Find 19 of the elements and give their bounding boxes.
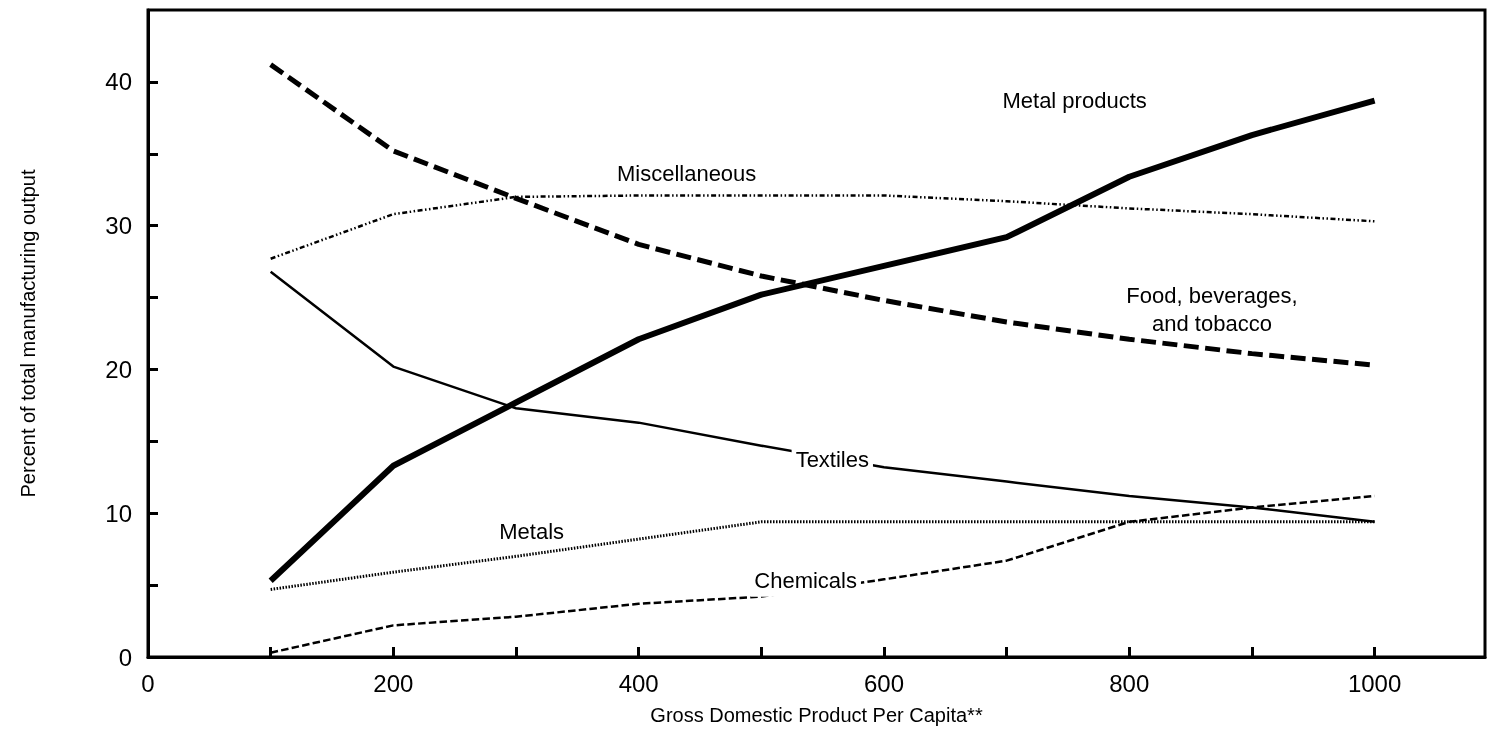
series-label: Metals [499,518,565,544]
x-tick-label: 600 [863,669,904,697]
y-tick-label: 10 [105,499,132,527]
series-label: Miscellaneous [616,160,757,186]
series-label: Chemicals [754,568,857,594]
x-tick-label: 1000 [1347,669,1402,697]
x-tick-label: 400 [618,669,659,697]
x-tick-label: 200 [373,669,414,697]
x-tick-label: 0 [141,669,155,697]
series-label: Textiles [795,447,869,473]
y-tick-label: 30 [105,212,132,240]
y-tick-label: 20 [105,355,132,383]
text: Metal products [1002,88,1147,114]
y-axis-title: Percent of total manufacturing output [17,169,39,498]
x-axis-title: Gross Domestic Product Per Capita** [650,704,983,726]
y-tick-label: 0 [118,643,132,671]
x-tick-label: 800 [1109,669,1150,697]
y-tick-label: 40 [105,68,132,96]
series-label: Food, beverages, and tobacco [1126,283,1298,337]
